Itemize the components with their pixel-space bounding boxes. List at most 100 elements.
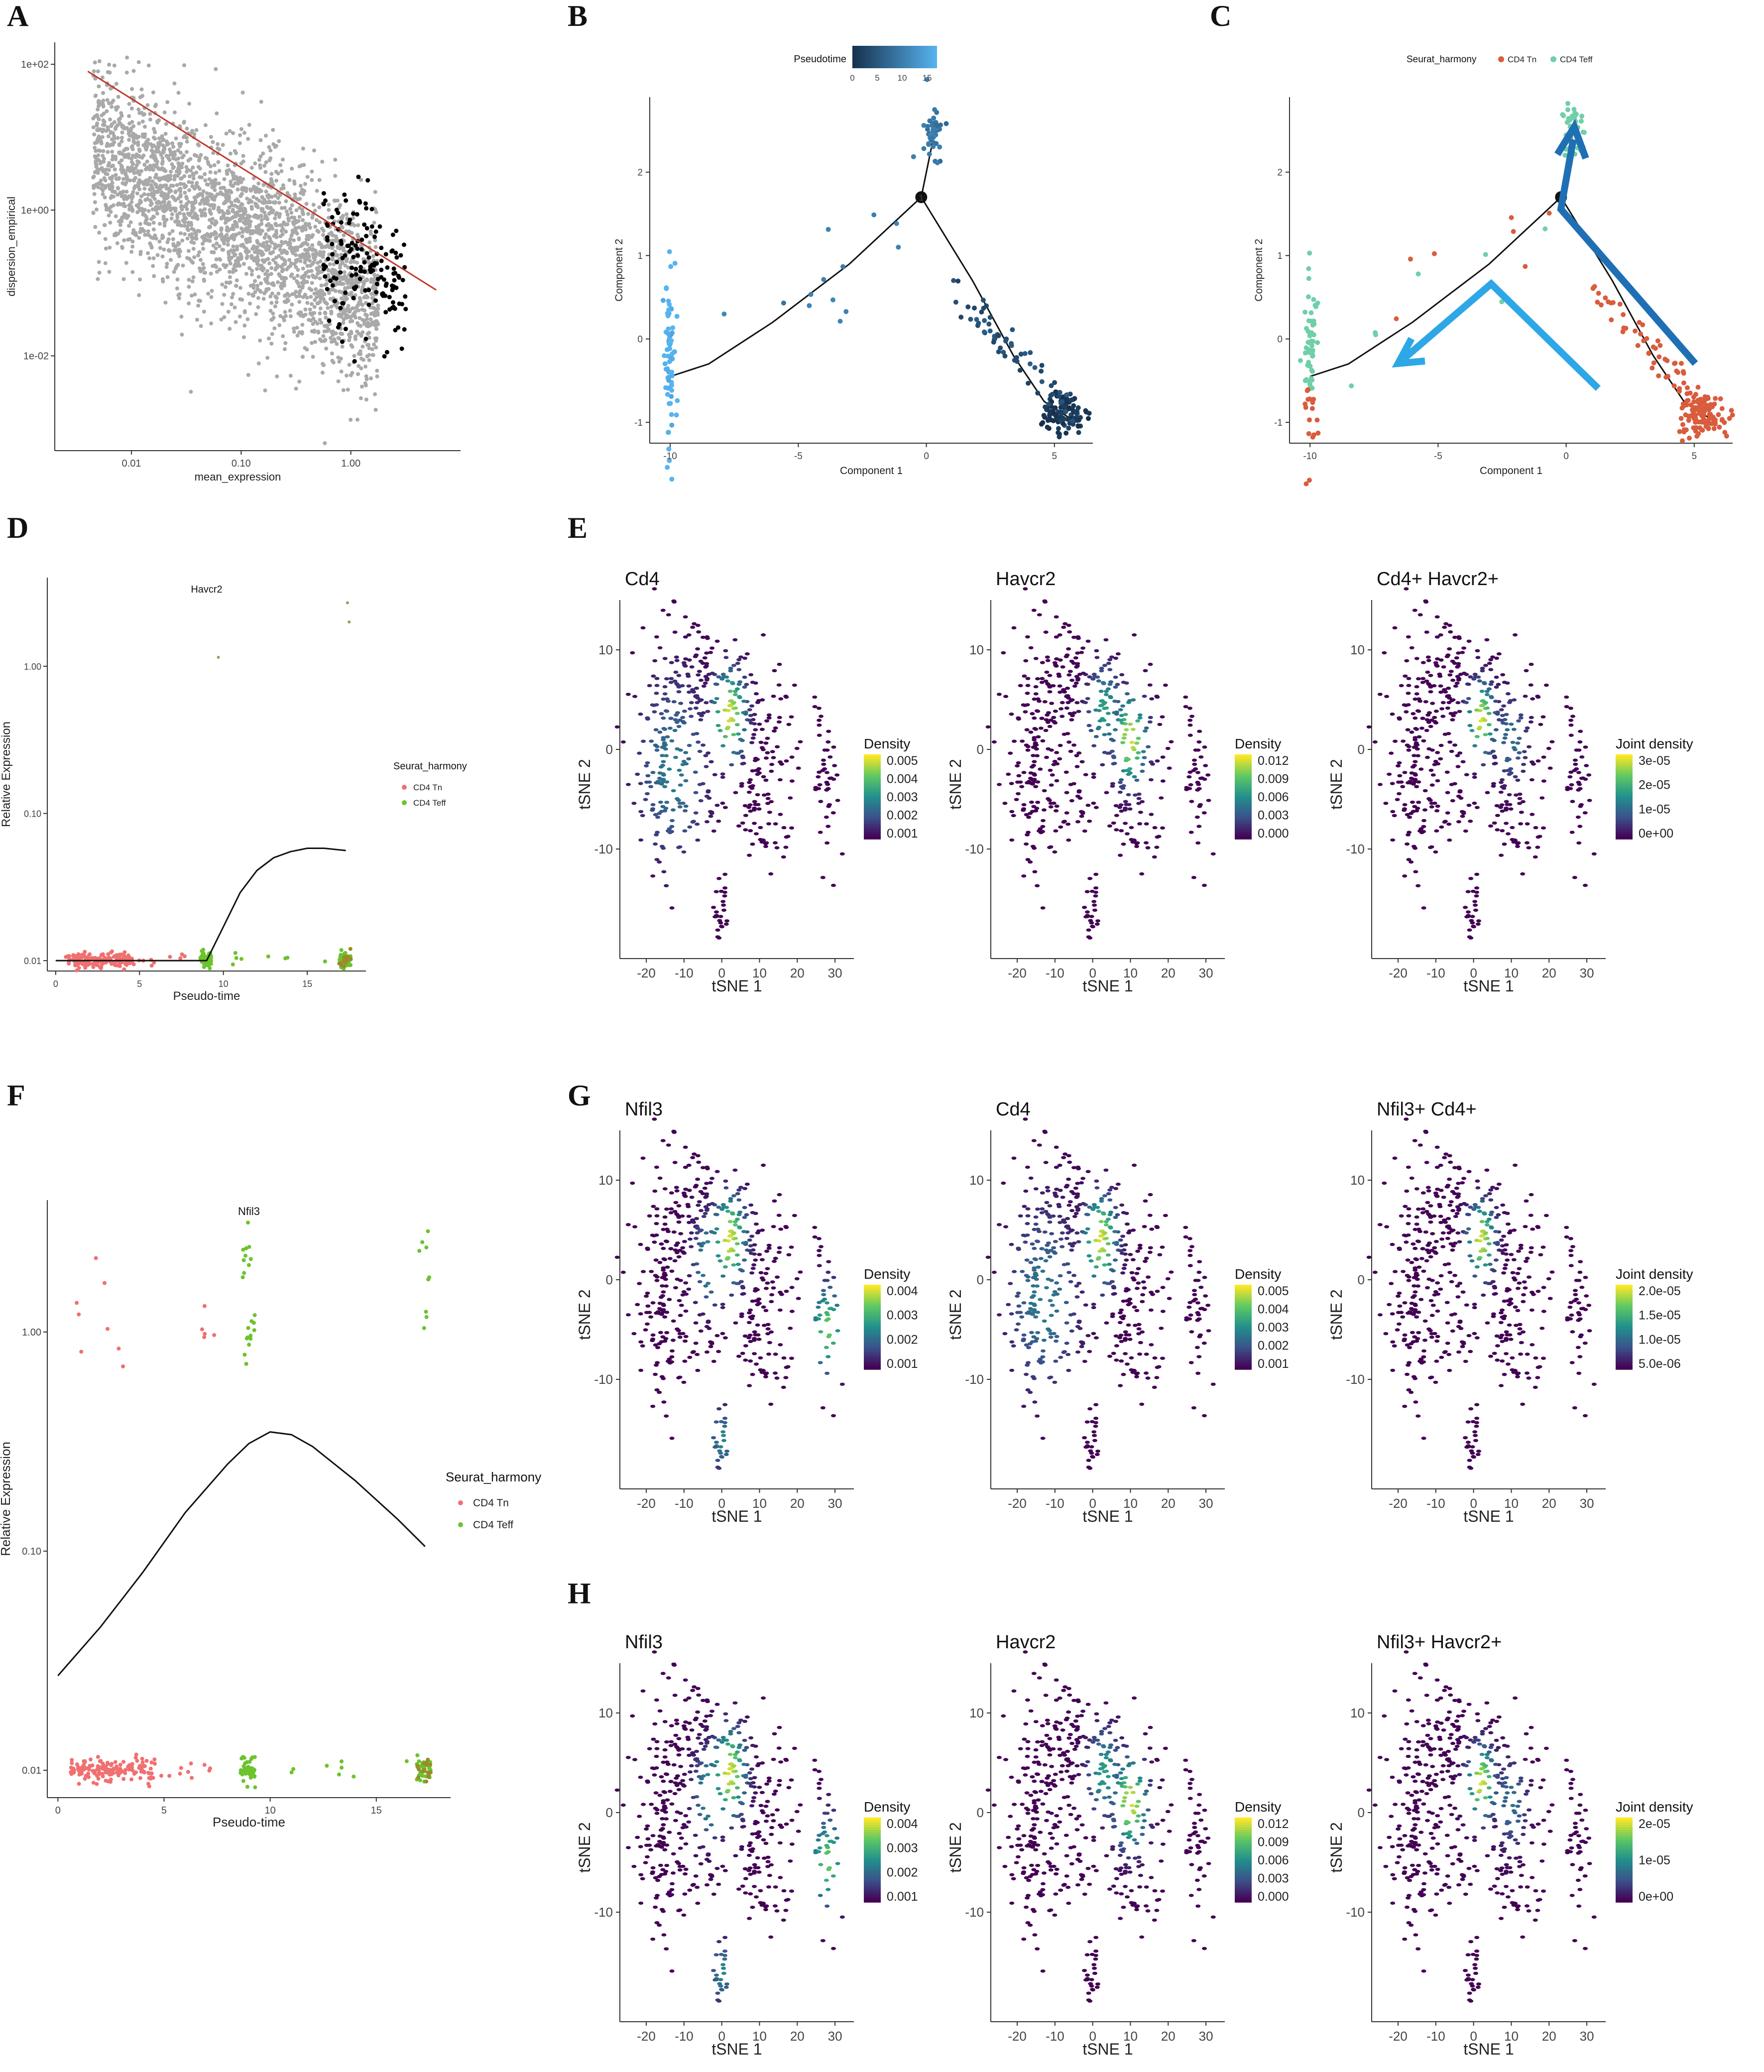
gene-point	[217, 244, 222, 248]
ordering-gene-point	[349, 247, 353, 251]
tsne-cell	[660, 763, 665, 767]
gene-point	[273, 216, 277, 221]
gene-point	[358, 396, 363, 400]
gene-point	[278, 163, 283, 167]
tsne-cell	[652, 587, 657, 591]
cell-point	[830, 297, 835, 303]
cell-point	[83, 950, 87, 954]
gene-point	[310, 302, 314, 306]
gene-point	[283, 259, 287, 263]
gene-point	[221, 213, 226, 217]
tsne-cell	[733, 791, 738, 794]
gene-point	[367, 358, 371, 363]
gene-point	[212, 206, 216, 211]
tsne-cell	[768, 872, 774, 876]
tsne-cell	[740, 738, 745, 742]
gene-point	[96, 107, 100, 112]
gene-point	[203, 270, 207, 275]
tsne-cell	[1106, 732, 1112, 736]
gene-point	[198, 175, 202, 179]
ordering-gene-point	[353, 266, 358, 271]
cell-point	[140, 1760, 145, 1765]
cell-point	[666, 374, 672, 380]
gene-point	[115, 241, 119, 245]
gene-point	[148, 166, 153, 171]
tsne-cell	[659, 782, 664, 786]
cell-point	[1302, 401, 1308, 407]
colorbar-segment	[864, 779, 881, 782]
gene-point	[285, 213, 290, 217]
tsne-cell	[1047, 674, 1053, 677]
gene-point	[287, 258, 292, 262]
gene-point	[347, 363, 352, 367]
gene-point	[280, 232, 285, 237]
tsne-cell	[784, 759, 789, 763]
tsne-cell	[680, 716, 686, 720]
ordering-gene-point	[398, 253, 403, 258]
gene-point	[219, 317, 224, 322]
cell-point	[153, 1761, 157, 1766]
gene-point	[356, 308, 360, 313]
gene-point	[286, 216, 291, 221]
gene-point	[109, 205, 113, 209]
gene-point	[179, 314, 184, 319]
cell-point	[1699, 402, 1704, 407]
gene-point	[119, 218, 123, 222]
gene-point	[209, 271, 213, 276]
tsne-cell	[704, 701, 709, 705]
tsne-cell	[1042, 700, 1048, 704]
gene-point	[164, 205, 168, 209]
gene-point	[183, 204, 187, 209]
tsne-cell	[721, 908, 726, 912]
ordering-gene-point	[340, 339, 345, 344]
x-tick-label: 0.10	[232, 458, 251, 469]
gene-point	[151, 152, 155, 156]
gene-point	[165, 240, 170, 244]
gene-point	[311, 233, 315, 238]
tsne-cell	[750, 843, 755, 846]
cell-point	[247, 1342, 251, 1347]
gene-point	[268, 309, 273, 313]
legend-swatch-teff	[458, 1522, 463, 1527]
tsne-cell	[1068, 749, 1073, 753]
x-axis-title: tSNE 1	[711, 977, 762, 995]
gene-point	[229, 179, 233, 184]
gene-point	[279, 223, 284, 228]
gene-point	[333, 249, 337, 254]
gene-point	[151, 227, 156, 232]
cell-point	[179, 1766, 183, 1770]
tsne-cell	[683, 804, 689, 808]
tsne-cell	[731, 664, 736, 667]
tsne-cell	[650, 874, 656, 878]
gene-point	[376, 303, 380, 308]
gene-point	[178, 150, 183, 155]
tsne-cell	[620, 740, 626, 744]
tsne-cell	[681, 759, 687, 763]
gene-point	[226, 229, 231, 233]
gene-point	[210, 185, 215, 189]
y-tick-label: 0.01	[22, 1765, 41, 1776]
gene-point	[213, 170, 218, 175]
gene-point	[284, 230, 288, 234]
colorbar-segment	[864, 787, 881, 790]
gene-point	[275, 211, 279, 215]
cell-point	[242, 1352, 247, 1357]
cell-point	[109, 1772, 114, 1776]
gene-point	[172, 110, 177, 115]
gene-point	[148, 241, 152, 245]
gene-point	[145, 141, 150, 146]
gene-point	[152, 126, 156, 131]
gene-point	[253, 201, 258, 206]
gene-point	[135, 191, 139, 196]
gene-point	[218, 234, 222, 238]
gene-point	[156, 176, 161, 181]
tsne-cell	[640, 814, 645, 818]
gene-point	[316, 260, 320, 265]
x-tick-label: 5	[161, 1805, 167, 1816]
cell-point	[1075, 424, 1081, 429]
tsne-cell	[644, 764, 649, 768]
gene-point	[340, 225, 345, 230]
colorbar-segment	[864, 777, 881, 780]
gene-point	[166, 178, 170, 183]
gene-point	[265, 269, 269, 273]
